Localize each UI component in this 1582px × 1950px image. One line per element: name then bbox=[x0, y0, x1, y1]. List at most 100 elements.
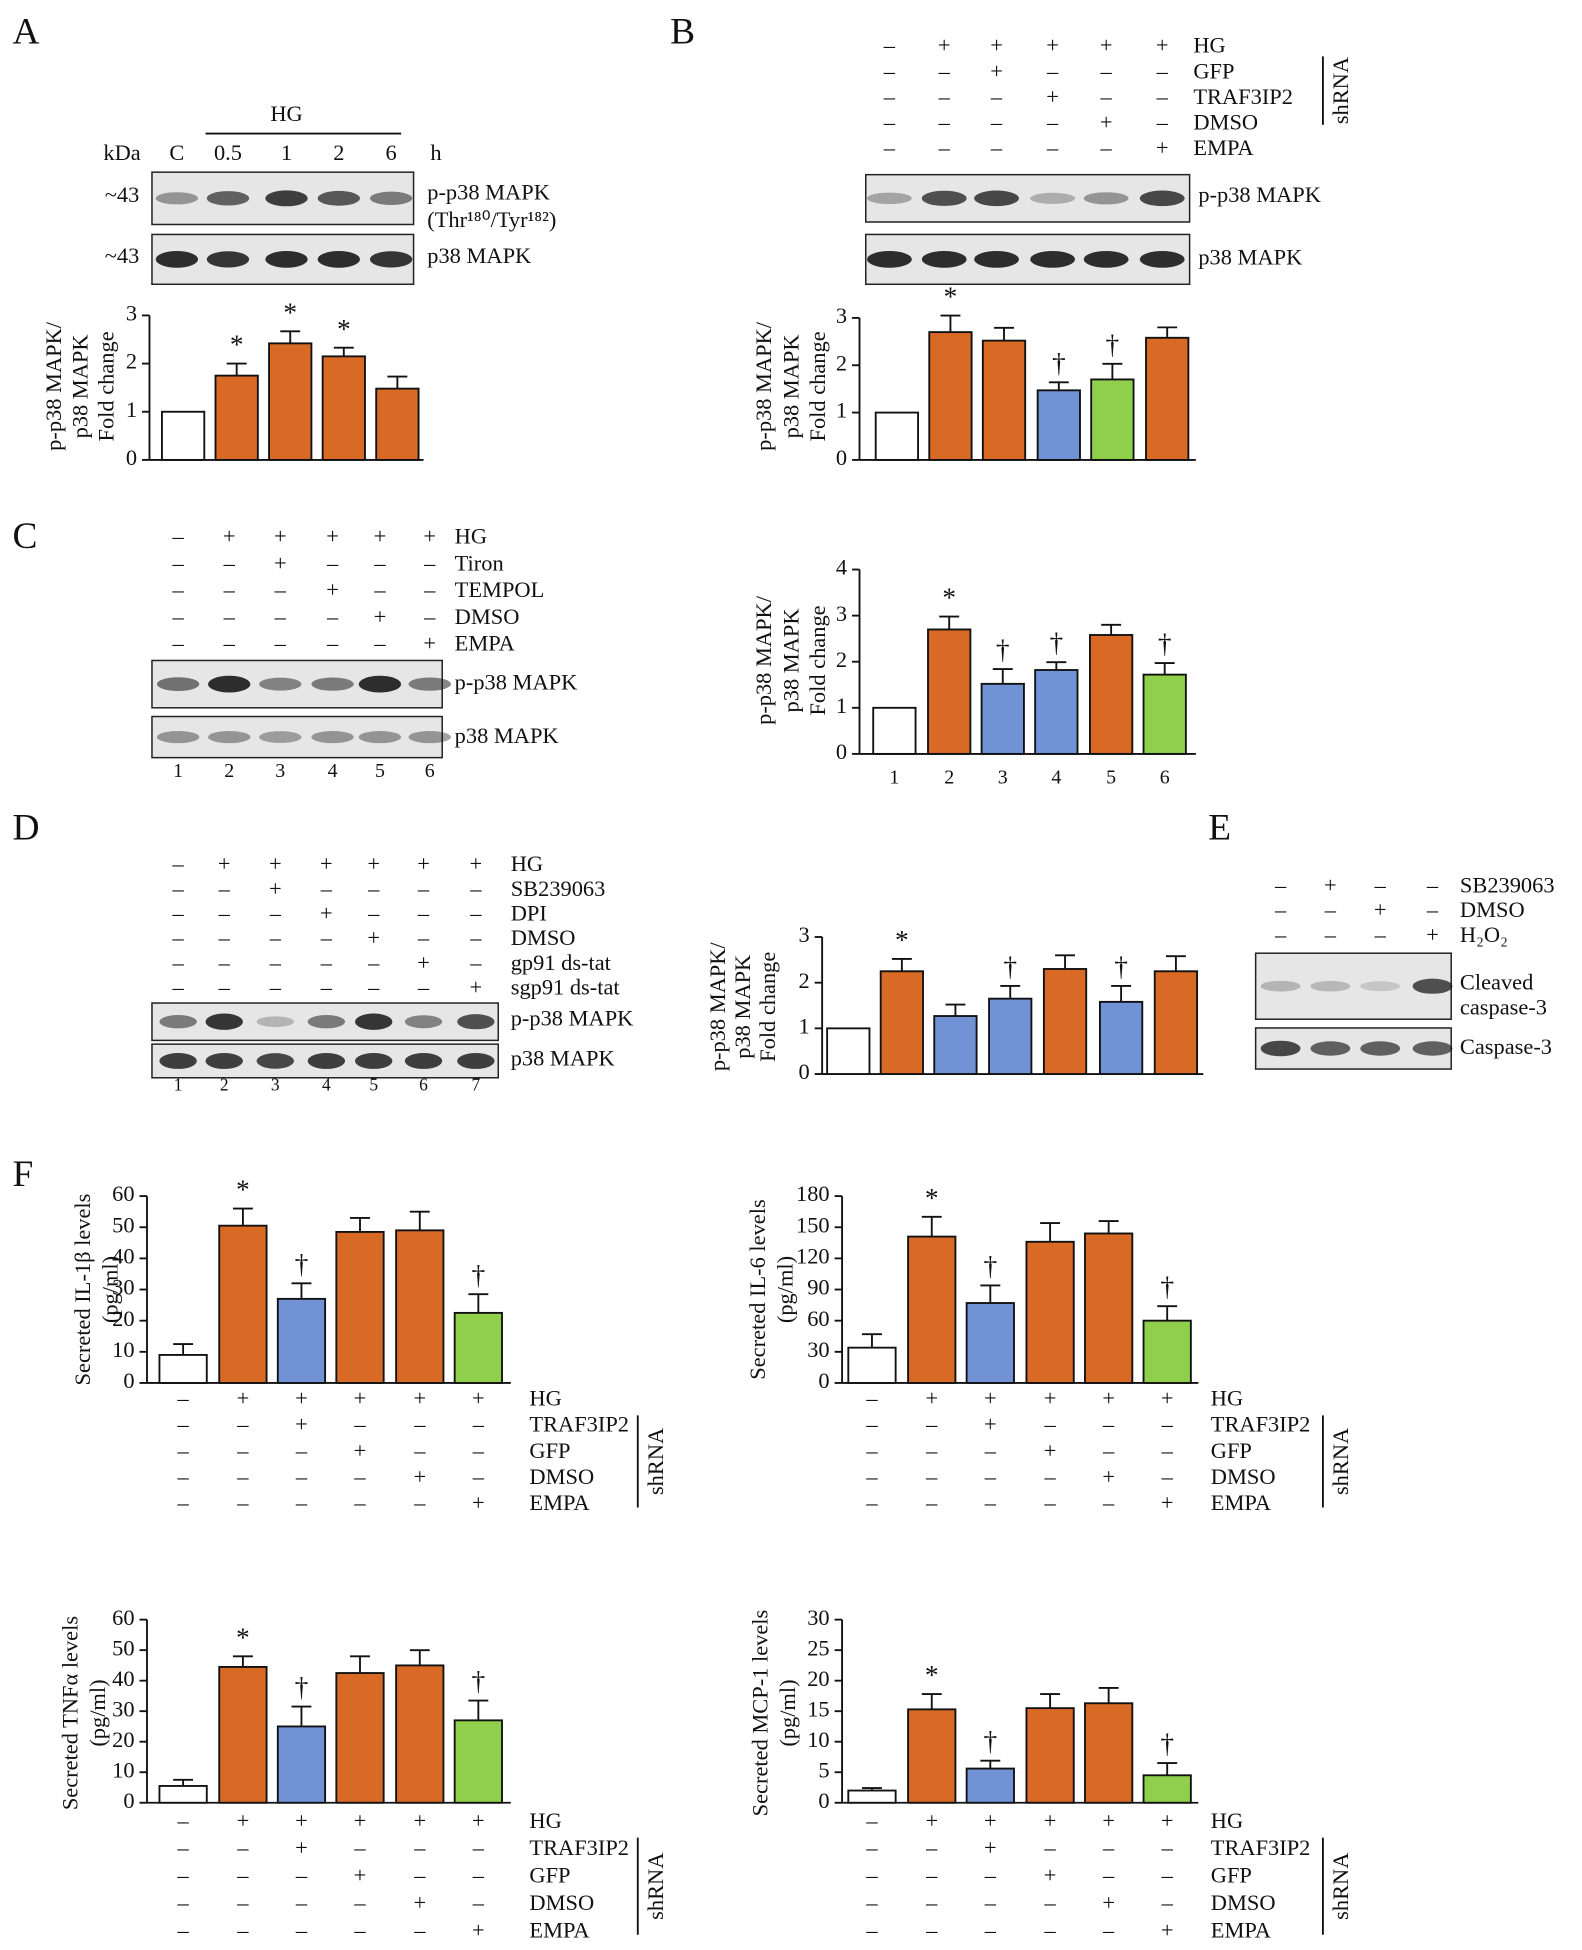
y-tick-label: 40 bbox=[112, 1666, 134, 1691]
bar bbox=[335, 1672, 385, 1804]
condition-sign: – bbox=[925, 1438, 938, 1463]
condition-label: DMSO bbox=[455, 604, 520, 629]
condition-sign: + bbox=[413, 1890, 426, 1915]
significance-mark: * bbox=[925, 1183, 939, 1213]
bar bbox=[907, 1235, 957, 1384]
condition-sign: – bbox=[865, 1863, 878, 1888]
condition-sign: + bbox=[413, 1386, 426, 1411]
condition-sign: – bbox=[1324, 922, 1337, 947]
condition-sign: – bbox=[417, 925, 430, 950]
condition-sign: – bbox=[984, 1464, 997, 1489]
bar bbox=[933, 1015, 978, 1075]
condition-sign: – bbox=[353, 1917, 366, 1942]
condition-sign: – bbox=[413, 1412, 426, 1437]
condition-sign: + bbox=[218, 851, 231, 876]
blot-band bbox=[974, 190, 1019, 207]
y-tick-label: 30 bbox=[807, 1605, 829, 1630]
y-axis-label: Fold change bbox=[94, 331, 119, 441]
blot-band bbox=[866, 192, 912, 205]
lane-label: 4 bbox=[328, 760, 338, 782]
condition-sign: + bbox=[354, 1808, 367, 1833]
significance-mark: † bbox=[1160, 1729, 1174, 1759]
blot-band bbox=[974, 251, 1019, 268]
bar bbox=[1153, 970, 1199, 1075]
bar bbox=[847, 1789, 897, 1804]
y-tick-label: 90 bbox=[807, 1275, 829, 1300]
blot-band bbox=[1412, 1041, 1453, 1056]
condition-sign: – bbox=[320, 974, 333, 999]
condition-sign: – bbox=[1161, 1464, 1174, 1489]
bar bbox=[395, 1664, 445, 1804]
condition-label: gp91 ds-tat bbox=[511, 950, 612, 975]
blot-band bbox=[155, 192, 199, 205]
condition-sign: – bbox=[865, 1890, 878, 1915]
blot-band bbox=[208, 730, 251, 744]
condition-label: DMSO bbox=[1211, 1890, 1276, 1915]
condition-sign: – bbox=[172, 524, 185, 549]
unit-label: h bbox=[430, 140, 441, 165]
blot-band bbox=[156, 730, 200, 744]
y-tick-label: 3 bbox=[836, 601, 847, 626]
condition-sign: – bbox=[417, 974, 430, 999]
condition-sign: + bbox=[1044, 1808, 1057, 1833]
condition-sign: – bbox=[1374, 922, 1387, 947]
condition-sign: – bbox=[373, 577, 386, 602]
condition-sign: + bbox=[1161, 1386, 1174, 1411]
condition-sign: – bbox=[469, 950, 482, 975]
y-tick-label: 50 bbox=[112, 1212, 134, 1237]
condition-sign: – bbox=[172, 851, 185, 876]
blot-band bbox=[1260, 1040, 1301, 1057]
bar bbox=[268, 342, 313, 461]
condition-sign: – bbox=[1156, 109, 1169, 134]
condition-sign: – bbox=[172, 577, 185, 602]
blot-band bbox=[921, 251, 967, 268]
blot-label: p38 MAPK bbox=[1198, 245, 1302, 270]
x-tick-label: 1 bbox=[889, 766, 899, 788]
unit-label: kDa bbox=[103, 140, 140, 165]
condition-sign: + bbox=[1161, 1917, 1174, 1942]
blot-label: Cleaved bbox=[1460, 969, 1533, 994]
blot-band bbox=[921, 190, 967, 206]
significance-mark: * bbox=[895, 925, 909, 955]
lane-label: 5 bbox=[369, 1074, 378, 1094]
condition-sign: – bbox=[865, 1490, 878, 1515]
blot-band bbox=[1360, 981, 1401, 992]
condition-label: TEMPOL bbox=[455, 577, 545, 602]
significance-mark: † bbox=[1003, 952, 1017, 982]
blot-band bbox=[156, 677, 200, 691]
blot-label: p38 MAPK bbox=[427, 243, 531, 268]
y-tick-label: 50 bbox=[112, 1635, 134, 1660]
panel-letter: D bbox=[12, 808, 39, 849]
condition-sign: – bbox=[177, 1863, 190, 1888]
panel-letter: E bbox=[1208, 808, 1231, 849]
y-axis-label: p-p38 MAPK/ bbox=[705, 942, 730, 1072]
condition-sign: – bbox=[177, 1386, 190, 1411]
bar bbox=[276, 1297, 327, 1384]
y-axis-label: Secreted MCP-1 levels bbox=[747, 1610, 772, 1817]
condition-sign: + bbox=[269, 851, 282, 876]
group-label: shRNA bbox=[1328, 56, 1353, 124]
y-axis-label: p38 MAPK bbox=[730, 955, 755, 1059]
condition-label: TRAF3IP2 bbox=[529, 1412, 629, 1437]
blot-band bbox=[265, 190, 308, 207]
y-axis-label: Secreted IL-6 levels bbox=[745, 1199, 770, 1379]
condition-label: SB239063 bbox=[1460, 872, 1555, 897]
condition-sign: – bbox=[1274, 872, 1287, 897]
bar bbox=[1025, 1240, 1075, 1384]
bar bbox=[1084, 1702, 1134, 1804]
condition-sign: – bbox=[177, 1835, 190, 1860]
blot-label: p38 MAPK bbox=[511, 1045, 615, 1070]
condition-sign: – bbox=[1426, 872, 1439, 897]
condition-sign: + bbox=[295, 1412, 308, 1437]
y-tick-label: 3 bbox=[798, 922, 809, 947]
condition-sign: – bbox=[990, 84, 1003, 109]
condition-sign: – bbox=[177, 1464, 190, 1489]
condition-sign: – bbox=[1043, 1412, 1056, 1437]
panel-letter: B bbox=[670, 12, 695, 53]
blot-band bbox=[358, 675, 402, 693]
blot-band bbox=[358, 730, 402, 744]
condition-sign: – bbox=[172, 876, 185, 901]
blot-band bbox=[155, 251, 199, 268]
y-tick-label: 40 bbox=[112, 1244, 134, 1269]
